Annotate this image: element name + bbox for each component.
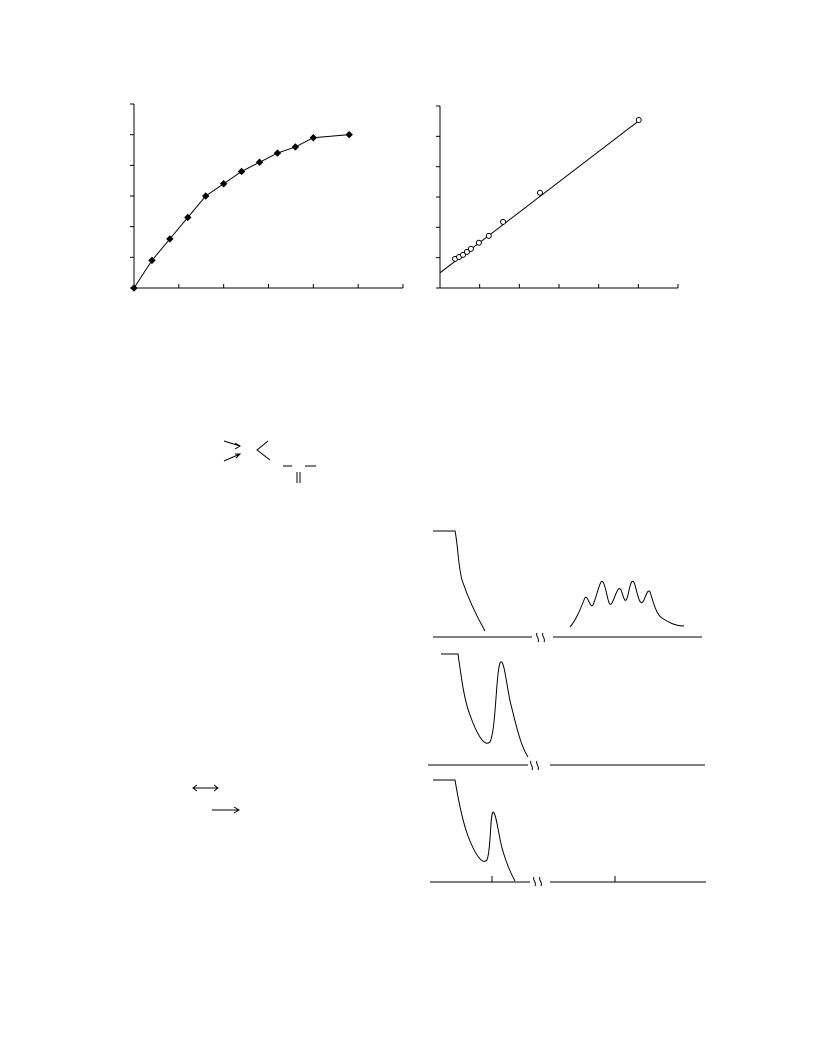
- spectrum-panel-top: [433, 530, 702, 643]
- data-point: [184, 213, 192, 222]
- data-point: [219, 180, 228, 188]
- data-point: [345, 130, 353, 139]
- data-point: [500, 218, 507, 225]
- data-point: [475, 239, 482, 246]
- spectrum-panel-middle: [428, 653, 705, 771]
- structure-fragment: [223, 440, 316, 483]
- data-point: [463, 248, 470, 255]
- data-point: [273, 149, 282, 157]
- data-point: [166, 235, 174, 243]
- data-point: [536, 189, 543, 196]
- data-line: [133, 134, 350, 289]
- data-point: [148, 256, 156, 265]
- spectrum-panel-bottom: [430, 779, 706, 887]
- data-point: [460, 251, 467, 258]
- data-point: [485, 232, 492, 239]
- data-point: [291, 143, 300, 151]
- data-point: [467, 245, 474, 252]
- data-point: [255, 158, 264, 166]
- data-point: [130, 284, 138, 292]
- data-point: [237, 167, 246, 176]
- data-point: [309, 134, 318, 142]
- data-point: [202, 192, 210, 200]
- arrows: [192, 784, 240, 814]
- data-point: [635, 116, 642, 123]
